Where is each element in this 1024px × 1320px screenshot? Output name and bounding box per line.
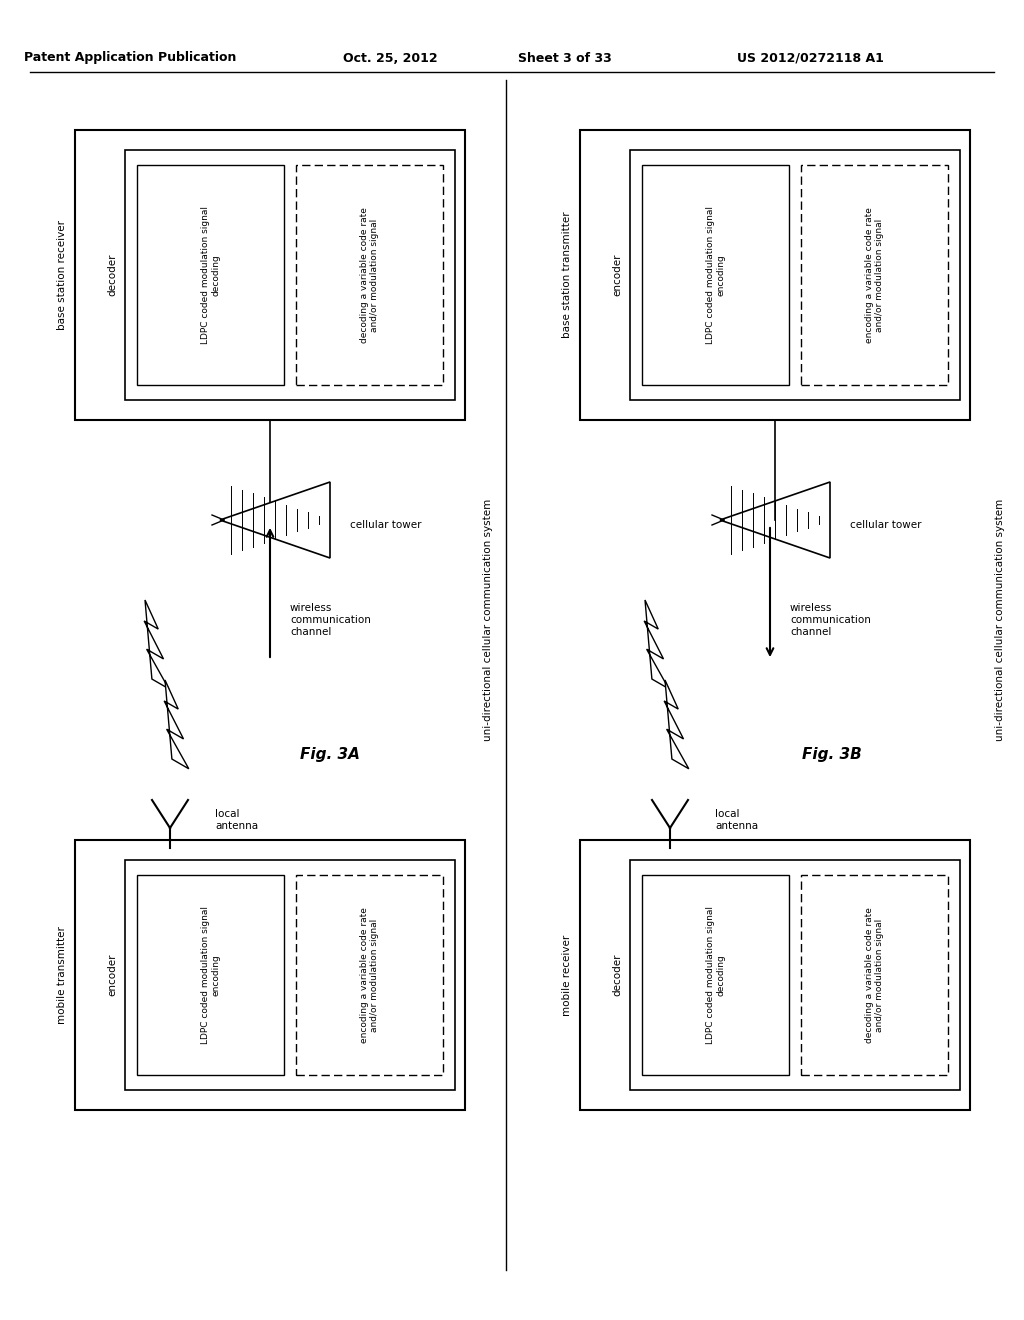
Text: cellular tower: cellular tower xyxy=(850,520,922,531)
Bar xyxy=(296,875,443,1074)
Text: encoding a variable code rate
and/or modulation signal: encoding a variable code rate and/or mod… xyxy=(359,907,379,1043)
Bar xyxy=(75,129,465,420)
Text: LDPC coded modulation signal
encoding: LDPC coded modulation signal encoding xyxy=(706,206,725,345)
Text: cellular tower: cellular tower xyxy=(350,520,422,531)
Polygon shape xyxy=(644,601,669,689)
Text: base station receiver: base station receiver xyxy=(57,220,67,330)
Bar xyxy=(75,840,465,1110)
Text: decoder: decoder xyxy=(106,253,117,296)
Text: wireless
communication
channel: wireless communication channel xyxy=(790,603,870,636)
Bar xyxy=(801,165,948,385)
Text: LDPC coded modulation signal
decoding: LDPC coded modulation signal decoding xyxy=(706,906,725,1044)
Text: encoding a variable code rate
and/or modulation signal: encoding a variable code rate and/or mod… xyxy=(865,207,884,343)
Polygon shape xyxy=(144,601,169,689)
Polygon shape xyxy=(164,680,188,768)
Text: Fig. 3B: Fig. 3B xyxy=(802,747,862,763)
Text: LDPC coded modulation signal
decoding: LDPC coded modulation signal decoding xyxy=(201,206,220,345)
Text: base station transmitter: base station transmitter xyxy=(562,211,572,338)
Bar xyxy=(630,150,961,400)
Bar xyxy=(125,861,455,1090)
Text: mobile transmitter: mobile transmitter xyxy=(57,927,67,1024)
Text: local
antenna: local antenna xyxy=(715,809,758,830)
Bar xyxy=(580,129,970,420)
Text: US 2012/0272118 A1: US 2012/0272118 A1 xyxy=(736,51,884,65)
Bar xyxy=(630,861,961,1090)
Text: encoder: encoder xyxy=(612,253,622,296)
Text: Sheet 3 of 33: Sheet 3 of 33 xyxy=(518,51,612,65)
Bar xyxy=(580,840,970,1110)
Text: Oct. 25, 2012: Oct. 25, 2012 xyxy=(343,51,437,65)
Text: Fig. 3A: Fig. 3A xyxy=(300,747,360,763)
Polygon shape xyxy=(220,482,330,558)
Text: uni-directional cellular communication system: uni-directional cellular communication s… xyxy=(995,499,1005,741)
Text: encoder: encoder xyxy=(106,954,117,997)
Text: local
antenna: local antenna xyxy=(215,809,258,830)
Bar xyxy=(642,875,790,1074)
Bar xyxy=(137,165,284,385)
Bar xyxy=(296,165,443,385)
Bar xyxy=(642,165,790,385)
Text: uni-directional cellular communication system: uni-directional cellular communication s… xyxy=(483,499,493,741)
Text: LDPC coded modulation signal
encoding: LDPC coded modulation signal encoding xyxy=(201,906,220,1044)
Text: decoding a variable code rate
and/or modulation signal: decoding a variable code rate and/or mod… xyxy=(865,907,884,1043)
Text: decoding a variable code rate
and/or modulation signal: decoding a variable code rate and/or mod… xyxy=(359,207,379,343)
Text: Patent Application Publication: Patent Application Publication xyxy=(24,51,237,65)
Polygon shape xyxy=(720,482,830,558)
Bar xyxy=(801,875,948,1074)
Polygon shape xyxy=(665,680,689,768)
Text: decoder: decoder xyxy=(612,954,622,997)
Bar xyxy=(125,150,455,400)
Bar xyxy=(137,875,284,1074)
Text: mobile receiver: mobile receiver xyxy=(562,935,572,1015)
Text: wireless
communication
channel: wireless communication channel xyxy=(290,603,371,636)
